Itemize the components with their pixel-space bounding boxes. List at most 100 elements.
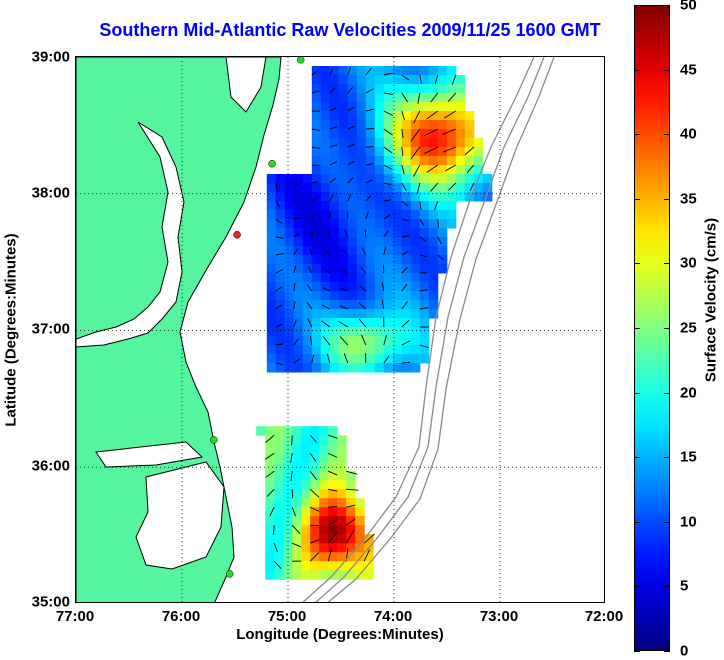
- velocity-cell: [411, 219, 421, 229]
- velocity-cell: [294, 291, 304, 301]
- velocity-cell: [265, 561, 275, 571]
- velocity-cell: [292, 543, 302, 553]
- velocity-cell: [312, 138, 322, 148]
- velocity-cell: [447, 120, 457, 130]
- velocity-cell: [339, 84, 349, 94]
- velocity-cell: [348, 183, 358, 193]
- velocity-cell: [301, 489, 311, 499]
- velocity-cell: [366, 66, 376, 76]
- velocity-cell: [294, 201, 304, 211]
- chart-title: Southern Mid-Atlantic Raw Velocities 200…: [40, 20, 660, 41]
- x-axis-label: Longitude (Degrees:Minutes): [75, 626, 605, 643]
- velocity-cell: [330, 309, 340, 319]
- velocity-cell: [301, 426, 311, 436]
- velocity-cell: [438, 210, 448, 220]
- velocity-cell: [337, 462, 347, 472]
- velocity-cell: [420, 264, 430, 274]
- velocity-cell: [310, 480, 320, 490]
- velocity-cell: [429, 147, 439, 157]
- velocity-cell: [402, 138, 412, 148]
- y-tick-label: 36:00: [0, 458, 70, 475]
- velocity-cell: [292, 534, 302, 544]
- velocity-cell: [375, 120, 385, 130]
- velocity-cell: [420, 120, 430, 130]
- velocity-cell: [303, 345, 313, 355]
- velocity-cell: [303, 210, 313, 220]
- velocity-cell: [339, 165, 349, 175]
- velocity-cell: [301, 462, 311, 472]
- velocity-cell: [348, 327, 358, 337]
- velocity-cell: [330, 246, 340, 256]
- velocity-cell: [310, 498, 320, 508]
- velocity-cell: [366, 273, 376, 283]
- velocity-cell: [375, 147, 385, 157]
- velocity-cell: [303, 327, 313, 337]
- velocity-cell: [420, 93, 430, 103]
- velocity-cell: [294, 246, 304, 256]
- velocity-cell: [330, 336, 340, 346]
- velocity-cell: [283, 570, 293, 580]
- velocity-cell: [274, 426, 284, 436]
- colorbar-label: Surface Velocity (cm/s): [703, 218, 720, 382]
- velocity-cell: [265, 534, 275, 544]
- velocity-cell: [310, 444, 320, 454]
- velocity-cell: [411, 75, 421, 85]
- velocity-cell: [438, 102, 448, 112]
- velocity-cell: [429, 237, 439, 247]
- velocity-cell: [384, 309, 394, 319]
- map-plot-area[interactable]: [75, 56, 605, 603]
- velocity-cell: [438, 246, 448, 256]
- velocity-cell: [312, 336, 322, 346]
- velocity-cell: [366, 345, 376, 355]
- velocity-cell: [456, 156, 466, 166]
- velocity-cell: [285, 273, 295, 283]
- velocity-cell: [384, 111, 394, 121]
- velocity-cell: [265, 471, 275, 481]
- velocity-cell: [402, 120, 412, 130]
- velocity-cell: [411, 84, 421, 94]
- velocity-cell: [411, 354, 421, 364]
- velocity-cell: [429, 219, 439, 229]
- velocity-cell: [429, 210, 439, 220]
- colorbar-tick-label: 0: [680, 643, 688, 660]
- velocity-cell: [330, 111, 340, 121]
- velocity-cell: [384, 174, 394, 184]
- velocity-cell: [456, 129, 466, 139]
- x-tick-label: 72:00: [564, 608, 644, 625]
- velocity-cell: [366, 282, 376, 292]
- velocity-cell: [274, 570, 284, 580]
- velocity-cell: [357, 75, 367, 85]
- velocity-cell: [456, 138, 466, 148]
- velocity-cell: [384, 264, 394, 274]
- velocity-cell: [384, 201, 394, 211]
- velocity-cell: [337, 444, 347, 454]
- velocity-cell: [364, 561, 374, 571]
- velocity-cell: [339, 75, 349, 85]
- velocity-cell: [292, 480, 302, 490]
- velocity-cell: [366, 165, 376, 175]
- colorbar-tick-mark: [664, 70, 670, 71]
- velocity-cell: [321, 66, 331, 76]
- velocity-cell: [474, 147, 484, 157]
- velocity-cell: [267, 246, 277, 256]
- velocity-cell: [265, 498, 275, 508]
- velocity-cell: [321, 273, 331, 283]
- velocity-cell: [366, 291, 376, 301]
- velocity-cell: [384, 273, 394, 283]
- velocity-cell: [420, 210, 430, 220]
- velocity-cell: [267, 237, 277, 247]
- velocity-cell: [330, 327, 340, 337]
- colorbar-tick-mark: [634, 134, 640, 135]
- velocity-cell: [447, 66, 457, 76]
- velocity-cell: [301, 561, 311, 571]
- velocity-cell: [330, 219, 340, 229]
- velocity-cell: [384, 255, 394, 265]
- colorbar-tick-mark: [634, 5, 640, 6]
- velocity-cell: [402, 300, 412, 310]
- velocity-cell: [328, 471, 338, 481]
- y-tick-label: 39:00: [0, 49, 70, 66]
- velocity-cell: [276, 228, 286, 238]
- velocity-cell: [301, 543, 311, 553]
- velocity-cell: [267, 264, 277, 274]
- velocity-cell: [357, 165, 367, 175]
